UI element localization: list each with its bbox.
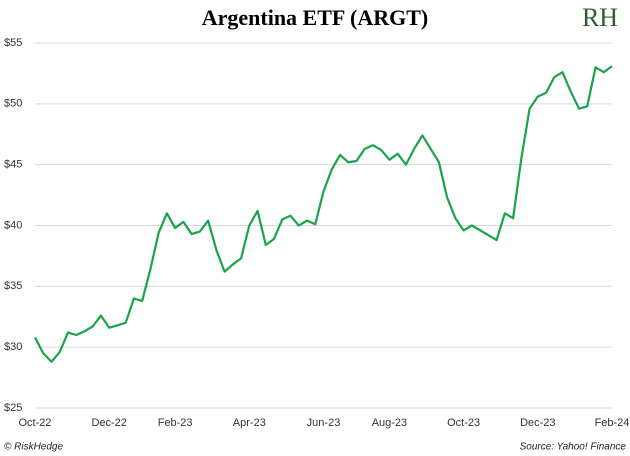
x-tick-label: Jun-23 [307, 417, 341, 429]
x-tick-label: Oct-23 [447, 417, 480, 429]
y-tick-label: $30 [4, 341, 22, 353]
x-tick-label: Dec-23 [520, 417, 555, 429]
logo: RH [582, 3, 618, 32]
x-tick-label: Oct-22 [18, 417, 51, 429]
y-tick-label: $50 [4, 98, 22, 110]
y-tick-label: $45 [4, 159, 22, 171]
x-tick-label: Feb-23 [158, 417, 193, 429]
y-tick-label: $25 [4, 402, 22, 414]
credit: © RiskHedge [4, 442, 63, 453]
chart-title: Argentina ETF (ARGT) [202, 5, 429, 30]
y-tick-label: $40 [4, 219, 22, 231]
source: Source: Yahoo! Finance [520, 442, 627, 453]
y-tick-label: $55 [4, 37, 22, 49]
line-series [34, 65, 613, 363]
x-tick-label: Feb-24 [595, 417, 630, 429]
y-tick-label: $35 [4, 280, 22, 292]
x-tick-label: Aug-23 [372, 417, 407, 429]
x-tick-label: Apr-23 [233, 417, 266, 429]
x-tick-label: Dec-22 [91, 417, 126, 429]
